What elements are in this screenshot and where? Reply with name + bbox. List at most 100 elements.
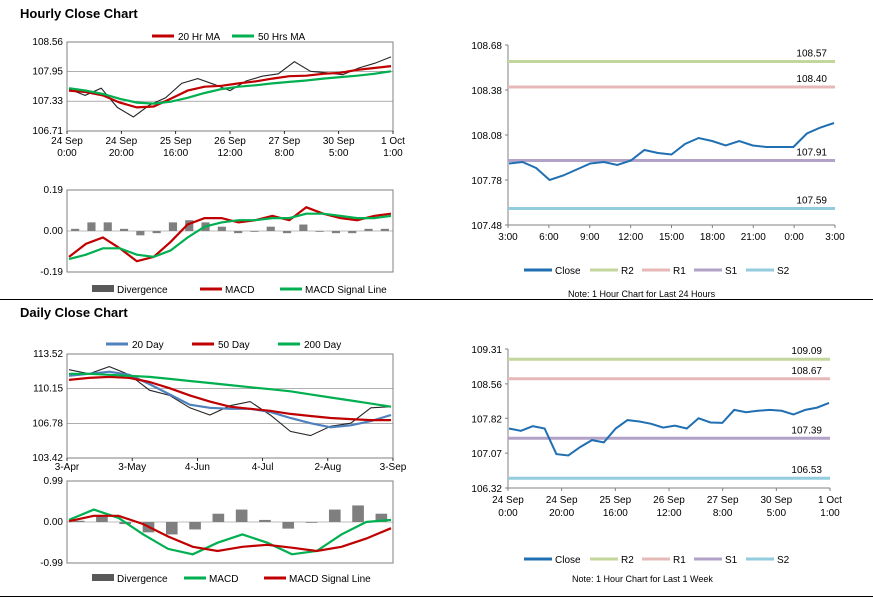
hourly-pivot-xtick-label: 0:00 [784, 232, 804, 243]
daily-pivot-xtick-label: 1 Oct [818, 495, 842, 506]
daily-price-ma20-series [68, 370, 392, 429]
section-divider [0, 299, 873, 300]
hourly-price-xtick-label: 12:00 [217, 148, 242, 159]
daily-pivot-ytick-label: 109.31 [471, 345, 502, 356]
daily-pivot-legend-s2-label: S2 [777, 555, 790, 566]
hourly-macd-divergence-bar [185, 220, 194, 231]
hourly-price-xtick-label: 0:00 [57, 148, 77, 159]
daily-price-ytick-label: 113.52 [33, 349, 63, 360]
daily-pivot-xtick-label: 1:00 [820, 508, 840, 519]
hourly-macd-divergence-bar [380, 228, 389, 231]
hourly-pivot-xtick-label: 18:00 [700, 232, 725, 243]
daily-pivot-xtick-label: 30 Sep [760, 495, 792, 506]
hourly-price-xtick-label: 16:00 [163, 148, 188, 159]
hourly-macd-divergence-bar [71, 228, 80, 231]
hourly-pivot-close-series [508, 122, 835, 182]
daily-macd-divergence-bar [212, 513, 225, 522]
daily-macd-legend-divergence-label: Divergence [117, 574, 168, 585]
daily-price-ma50-series [68, 375, 391, 422]
daily-pivot-xtick-label: 16:00 [603, 508, 628, 519]
daily-pivot-level-label-r2: 109.09 [791, 346, 822, 357]
daily-pivot-level-label-s1: 107.39 [791, 425, 822, 436]
daily-pivot-ytick-label: 107.82 [471, 414, 502, 425]
daily-pivot-xtick-label: 26 Sep [653, 495, 685, 506]
legend-label-50-hrs-ma: 50 Hrs MA [258, 32, 306, 43]
hourly-pivot-legend-s1-label: S1 [725, 266, 738, 277]
daily-pivot-xtick-label: 0:00 [498, 508, 518, 519]
legend-label-50-day: 50 Day [218, 340, 250, 351]
daily-macd-divergence-bar [328, 509, 341, 522]
hourly-macd-divergence-bar [364, 228, 373, 231]
hourly-pivot-ytick-label: 108.38 [471, 86, 502, 97]
daily-macd-divergence-bar [352, 505, 364, 522]
daily-macd-signal-series [68, 514, 392, 553]
daily-price-ytick-label: 110.15 [33, 384, 63, 395]
hourly-macd-chart: 0.19 0.00 -0.19 Divergence MACD MACD Signal L… [40, 185, 394, 296]
legend-label-200-day: 200 Day [304, 340, 341, 351]
daily-section-title: Daily Close Chart [20, 305, 128, 320]
hourly-pivot-xtick-label: 9:00 [580, 232, 600, 243]
hourly-price-ma20-series [68, 65, 392, 109]
daily-price-xtick-label: 4-Jun [185, 462, 210, 473]
daily-price-chart: 113.52 110.15 106.78 103.423-Apr 3-May 4-Jun 4… [32, 340, 406, 473]
daily-macd-divergence-bar [165, 522, 178, 535]
hourly-price-xtick-label: 24 Sep [51, 136, 83, 147]
daily-pivot-ytick-label: 106.32 [471, 484, 502, 495]
daily-price-ytick-label: 106.78 [32, 418, 63, 429]
hourly-price-xtick-label: 24 Sep [105, 136, 137, 147]
hourly-macd-ytick-label: -0.19 [40, 267, 63, 278]
daily-macd-ytick-label: -0.99 [40, 558, 63, 569]
daily-macd-legend-macd-label: MACD [209, 574, 238, 585]
daily-macd-ytick-label: 0.00 [44, 517, 64, 528]
daily-macd-divergence-bar [72, 520, 85, 522]
daily-pivot-note: Note: 1 Hour Chart for Last 1 Week [572, 574, 713, 584]
hourly-pivot-level-label-s1: 107.91 [796, 148, 827, 159]
hourly-macd-divergence-bar [348, 231, 357, 234]
hourly-price-xtick-label: 27 Sep [268, 136, 300, 147]
hourly-price-ytick-label: 106.71 [32, 126, 63, 137]
daily-pivot-chart: 109.31 108.56 107.82 107.07 106.32 109.09 108.… [471, 345, 842, 566]
hourly-macd-legend-macd-label: MACD [225, 285, 254, 296]
hourly-pivot-level-label-r2: 108.57 [796, 49, 827, 60]
hourly-pivot-level-label-r1: 108.40 [796, 74, 827, 85]
hourly-macd-divergence-bar [87, 222, 96, 231]
daily-pivot-xtick-label: 5:00 [767, 508, 787, 519]
daily-pivot-close-series [508, 401, 830, 457]
hourly-pivot-legend-s2-label: S2 [777, 266, 790, 277]
daily-pivot-xtick-label: 20:00 [549, 508, 574, 519]
daily-pivot-xtick-label: 27 Sep [707, 495, 739, 506]
daily-pivot-level-label-s2: 106.53 [791, 465, 822, 476]
daily-pivot-ytick-label: 108.56 [471, 380, 502, 391]
hourly-pivot-note: Note: 1 Hour Chart for Last 24 Hours [568, 289, 716, 299]
daily-macd-macd-series [68, 508, 392, 556]
hourly-pivot-legend-r1-label: R1 [673, 266, 686, 277]
daily-pivot-legend-s1-label: S1 [725, 555, 738, 566]
daily-price-ytick-label: 103.42 [32, 453, 63, 464]
daily-macd-divergence-bar [375, 513, 388, 522]
hourly-macd-divergence-bar [136, 231, 145, 236]
hourly-price-xtick-label: 25 Sep [160, 136, 192, 147]
daily-pivot-xtick-label: 8:00 [713, 508, 733, 519]
hourly-price-xtick-label: 26 Sep [214, 136, 246, 147]
daily-price-xtick-label: 4-Jul [252, 462, 274, 473]
daily-price-xtick-label: 2-Aug [314, 462, 341, 473]
hourly-pivot-legend-close-label: Close [555, 266, 581, 277]
hourly-macd-divergence-bar [217, 226, 226, 231]
hourly-macd-divergence-bar [234, 231, 243, 234]
daily-price-ma200-series [69, 372, 392, 408]
hourly-price-xtick-label: 30 Sep [323, 136, 355, 147]
daily-pivot-legend-r2-label: R2 [621, 555, 634, 566]
hourly-macd-divergence-bar [331, 231, 341, 234]
daily-macd-divergence-bar [96, 515, 108, 522]
legend-label-20-hr-ma: 20 Hr MA [178, 32, 221, 43]
hourly-macd-divergence-bar [282, 231, 292, 234]
daily-macd-chart: 0.99 0.00 -0.99 Divergence MACD MACD Signal L… [40, 476, 394, 585]
hourly-pivot-ytick-label: 107.48 [471, 221, 502, 232]
hourly-macd-divergence-bar [299, 224, 308, 231]
hourly-macd-legend-divergence-swatch [92, 285, 114, 292]
daily-pivot-xtick-label: 24 Sep [546, 495, 578, 506]
daily-price-xtick-label: 3-May [118, 462, 146, 473]
daily-pivot-legend-close-label: Close [555, 555, 581, 566]
hourly-pivot-legend-r2-label: R2 [621, 266, 634, 277]
